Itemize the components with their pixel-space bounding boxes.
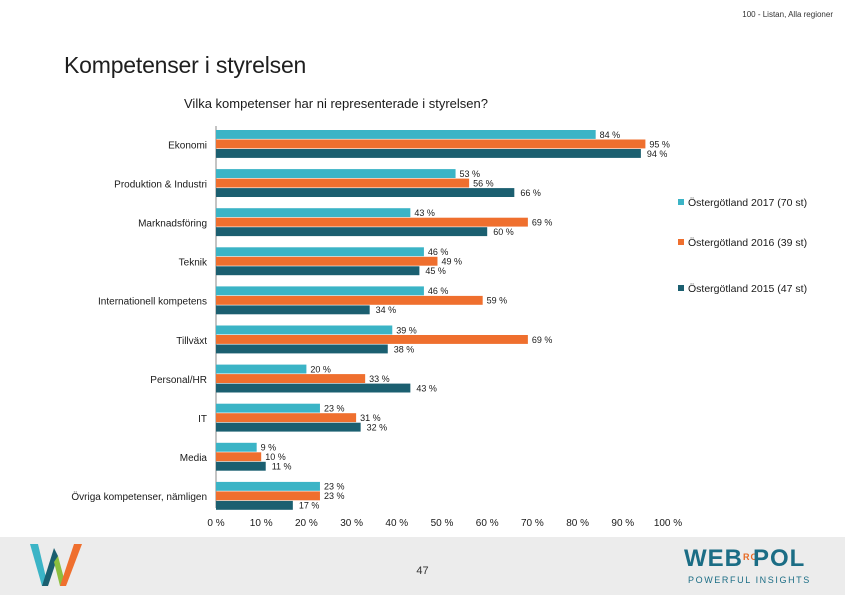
bar-2015	[216, 500, 293, 510]
bar-2015	[216, 149, 641, 158]
legend-swatch	[678, 239, 684, 245]
chart-title: Vilka kompetenser har ni representerade …	[184, 96, 488, 111]
footer-bar	[0, 537, 845, 595]
bar-2015	[216, 383, 411, 393]
bar-value-label: 23 %	[324, 404, 345, 414]
bar-value-label: 56 %	[473, 178, 494, 188]
bar-2015	[216, 305, 370, 315]
legend-label: Östergötland 2015 (47 st)	[688, 283, 807, 295]
x-tick-label: 40 %	[385, 518, 408, 529]
bar-value-label: 9 %	[261, 443, 277, 453]
bar-2016	[216, 217, 528, 227]
bar-2016	[216, 413, 357, 423]
x-tick-label: 20 %	[295, 518, 318, 529]
legend-swatch	[678, 285, 684, 291]
page-number: 47	[416, 565, 429, 577]
bar-2016	[216, 491, 320, 501]
bar-2017	[216, 364, 307, 374]
x-tick-label: 80 %	[566, 518, 589, 529]
bar-2015	[216, 227, 488, 237]
category-label: Tillväxt	[176, 336, 207, 347]
bar-value-label: 69 %	[532, 335, 553, 345]
bar-value-label: 10 %	[265, 452, 286, 462]
category-label: Produktion & Industri	[114, 179, 207, 190]
bar-2016	[216, 139, 646, 149]
brand-ro: RO	[743, 552, 759, 562]
bar-value-label: 23 %	[324, 491, 345, 501]
bar-value-label: 45 %	[425, 266, 446, 276]
bar-2017	[216, 442, 257, 452]
category-label: Ekonomi	[168, 140, 207, 151]
bar-2017	[216, 481, 320, 491]
report-note: 100 - Listan, Alla regioner	[742, 10, 833, 19]
category-label: Personal/HR	[150, 375, 207, 386]
bar-value-label: 46 %	[428, 247, 449, 257]
bar-value-label: 33 %	[369, 374, 390, 384]
bar-2015	[216, 266, 420, 276]
bar-2015	[216, 344, 388, 354]
bar-value-label: 34 %	[376, 305, 397, 315]
brand-tagline: POWERFUL INSIGHTS	[688, 575, 811, 585]
category-label: Övriga kompetenser, nämligen	[71, 491, 207, 503]
bar-2017	[216, 325, 393, 335]
bar-2015	[216, 422, 361, 432]
bar-2017	[216, 130, 596, 139]
bar-2016	[216, 178, 470, 188]
bar-value-label: 66 %	[520, 188, 541, 198]
bar-2016	[216, 335, 528, 344]
bar-2015	[216, 461, 266, 471]
bar-2016	[216, 452, 262, 462]
webropol-logo: WEBROPOL	[684, 545, 805, 573]
w-logo-icon	[30, 544, 82, 586]
bar-value-label: 31 %	[360, 413, 381, 423]
bar-value-label: 23 %	[324, 482, 345, 492]
x-tick-label: 0 %	[207, 518, 224, 529]
bar-value-label: 17 %	[299, 501, 320, 511]
bar-value-label: 38 %	[394, 344, 415, 354]
bar-2016	[216, 295, 483, 305]
bar-value-label: 43 %	[416, 383, 437, 393]
x-tick-label: 100 %	[654, 518, 682, 529]
bar-2017	[216, 208, 411, 218]
bar-2016	[216, 256, 438, 266]
legend-swatch	[678, 199, 684, 205]
category-label: Teknik	[179, 258, 208, 269]
bar-value-label: 59 %	[487, 296, 508, 306]
bar-2015	[216, 188, 515, 197]
brand-web: WEB	[684, 545, 743, 572]
slide-title: Kompetenser i styrelsen	[64, 52, 307, 78]
category-label: IT	[198, 414, 207, 425]
legend-label: Östergötland 2016 (39 st)	[688, 237, 807, 249]
bar-value-label: 53 %	[460, 169, 481, 179]
bar-value-label: 32 %	[367, 423, 388, 433]
x-tick-label: 50 %	[431, 518, 454, 529]
bar-value-label: 11 %	[272, 462, 292, 472]
bar-value-label: 69 %	[532, 218, 553, 228]
bar-2016	[216, 374, 366, 383]
bar-2017	[216, 169, 456, 178]
x-tick-label: 60 %	[476, 518, 499, 529]
bar-value-label: 49 %	[441, 257, 462, 267]
brand-pol: POL	[753, 545, 806, 572]
bar-value-label: 95 %	[649, 139, 670, 149]
bar-value-label: 84 %	[600, 130, 621, 140]
bar-2017	[216, 247, 424, 257]
bar-value-label: 39 %	[396, 325, 417, 335]
bar-2017	[216, 403, 320, 413]
bar-value-label: 60 %	[493, 227, 514, 237]
x-tick-label: 10 %	[250, 518, 273, 529]
x-tick-label: 90 %	[611, 518, 634, 529]
x-tick-label: 30 %	[340, 518, 363, 529]
bar-value-label: 43 %	[414, 208, 435, 218]
bar-value-label: 20 %	[310, 364, 331, 374]
category-label: Marknadsföring	[138, 218, 207, 229]
category-label: Internationell kompetens	[98, 297, 207, 308]
legend-label: Östergötland 2017 (70 st)	[688, 197, 807, 209]
category-label: Media	[180, 453, 208, 464]
bar-value-label: 46 %	[428, 286, 449, 296]
bar-value-label: 94 %	[647, 149, 668, 159]
x-tick-label: 70 %	[521, 518, 544, 529]
bar-chart: Vilka kompetenser har ni representerade …	[71, 96, 807, 529]
bar-2017	[216, 286, 424, 296]
